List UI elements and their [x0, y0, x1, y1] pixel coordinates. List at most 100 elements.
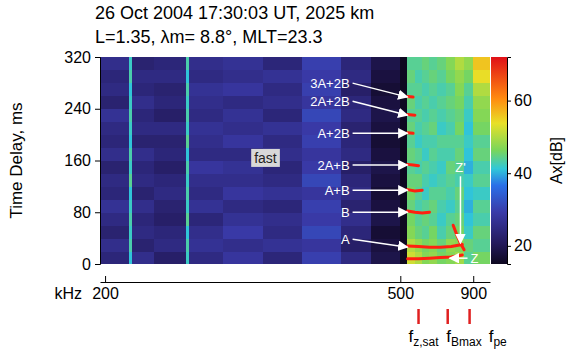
annotation-arrow: [353, 133, 408, 135]
heatmap-cell: [473, 57, 490, 70]
heatmap-cell: [189, 173, 224, 186]
heatmap-cell: [186, 199, 189, 212]
heatmap-cell: [186, 161, 189, 174]
heatmap-cell: [100, 135, 129, 148]
heatmap-cell: [429, 57, 437, 70]
heatmap-cell: [186, 186, 189, 199]
annotation-label: 3A+2B: [310, 76, 349, 91]
annotation-box: [251, 149, 280, 167]
heatmap-cell: [400, 186, 407, 199]
heatmap-cell: [263, 57, 303, 70]
heatmap-cell: [473, 161, 490, 174]
heatmap-cell: [455, 96, 465, 109]
heatmap-cell: [132, 186, 155, 199]
annotation-arrow: [353, 83, 408, 97]
heatmap-cell: [422, 238, 430, 251]
annotation-label: A: [341, 232, 350, 247]
heatmap-cell: [132, 109, 155, 122]
heatmap-cell: [100, 199, 129, 212]
heatmap-cell: [371, 225, 401, 238]
annotation-label: Z: [471, 251, 479, 266]
heatmap-cell: [186, 83, 189, 96]
heatmap-cell: [464, 199, 474, 212]
heatmap-cell: [129, 70, 132, 83]
heatmap-cell: [464, 70, 474, 83]
colorbar-tick-mark: [507, 246, 511, 247]
heatmap-cell: [223, 199, 263, 212]
heatmap-cell: [473, 199, 490, 212]
heatmap-cell: [100, 96, 129, 109]
x-tick-label: 500: [387, 285, 414, 302]
heatmap-cell: [186, 135, 189, 148]
heatmap-cell: [400, 251, 407, 264]
heatmap-cell: [446, 122, 456, 135]
heatmap-cell: [100, 70, 129, 83]
heatmap-cell: [100, 161, 129, 174]
heatmap-cell: [129, 173, 132, 186]
y-tick-mark: [95, 264, 100, 265]
heatmap-cell: [407, 109, 416, 122]
y-axis: 080160240320: [64, 49, 100, 273]
heatmap-cell: [132, 173, 155, 186]
heatmap-cell: [186, 212, 189, 225]
heatmap-cell: [154, 173, 186, 186]
heatmap-cell: [473, 83, 490, 96]
frequency-markers: fz,satfBmaxfpe: [409, 309, 508, 349]
heatmap-cell: [263, 96, 303, 109]
heatmap-cell: [129, 251, 132, 264]
heatmap-cell: [189, 225, 224, 238]
heatmap-cell: [129, 186, 132, 199]
heatmap-cell: [437, 57, 447, 70]
heatmap-cell: [464, 109, 474, 122]
echo-trace: [408, 245, 463, 248]
heatmap-cell: [223, 186, 263, 199]
heatmap-cell: [437, 161, 447, 174]
heatmap-cell: [100, 186, 129, 199]
heatmap-cell: [223, 251, 263, 264]
heatmap-cell: [371, 148, 401, 161]
heatmap-cell: [189, 70, 224, 83]
heatmap-cell: [429, 173, 437, 186]
heatmap-cell: [400, 161, 407, 174]
x-tick-mark: [105, 276, 106, 282]
heatmap-cell: [422, 173, 430, 186]
heatmap-cell: [223, 238, 263, 251]
heatmap-cell: [429, 122, 437, 135]
annotation-label: Z': [455, 160, 465, 175]
heatmap-cell: [154, 148, 186, 161]
heatmap-cell: [422, 199, 430, 212]
heatmap-cell: [154, 122, 186, 135]
heatmap-cell: [455, 83, 465, 96]
heatmap-cell: [371, 57, 401, 70]
colorbar-tick: 20: [507, 237, 532, 254]
frequency-marker: [446, 309, 449, 324]
heatmap-cell: [132, 135, 155, 148]
heatmap-cell: [129, 212, 132, 225]
heatmap-cell: [371, 251, 401, 264]
colorbar-tick-label: 40: [514, 165, 532, 182]
x-tick: 500: [387, 276, 414, 302]
heatmap-cell: [302, 238, 342, 251]
heatmap-cell: [132, 83, 155, 96]
heatmap-cell: [129, 135, 132, 148]
heatmap-cell: [400, 212, 407, 225]
heatmap-cell: [186, 148, 189, 161]
heatmap-cell: [473, 173, 490, 186]
heatmap-cell: [422, 70, 430, 83]
y-axis-title: Time Delay, ms: [7, 102, 26, 218]
annotations: 3A+2B2A+2BA+2B2A+BA+BBAZ'Zfast: [251, 76, 478, 266]
heatmap-cell: [415, 83, 423, 96]
heatmap-cell: [422, 186, 430, 199]
heatmap-cell: [415, 135, 423, 148]
heatmap-cell: [186, 122, 189, 135]
frequency-marker-subscript: Bmax: [451, 335, 482, 349]
y-tick-mark: [95, 109, 100, 110]
heatmap-cell: [100, 238, 129, 251]
heatmap-cell: [129, 148, 132, 161]
plot-area: [100, 57, 490, 264]
heatmap-cell: [186, 57, 189, 70]
x-axis-title: kHz: [54, 285, 82, 302]
heatmap-cell: [132, 199, 155, 212]
heatmap-cell: [263, 135, 303, 148]
heatmap-cell: [422, 96, 430, 109]
